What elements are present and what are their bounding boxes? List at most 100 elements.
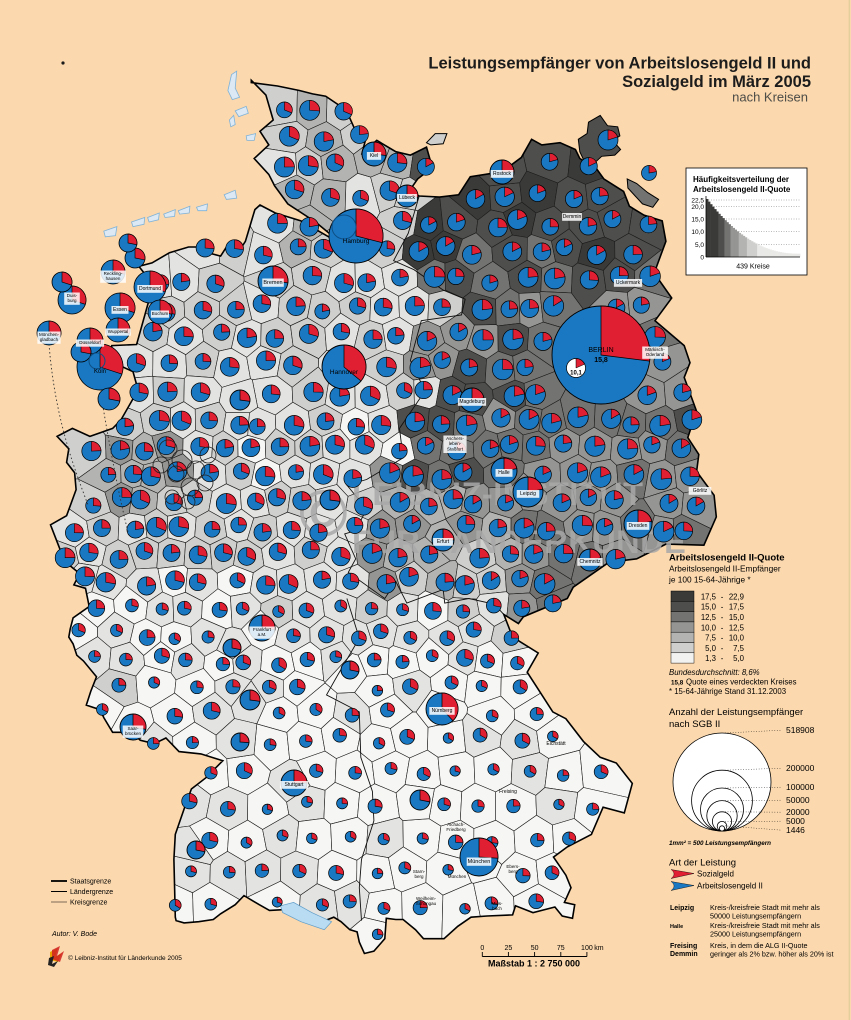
svg-text:Weilheim-: Weilheim- bbox=[416, 896, 436, 901]
svg-text:Arbeitslosengeld II-Quote: Arbeitslosengeld II-Quote bbox=[669, 553, 785, 564]
svg-text:Arbeitslosengeld II-Empfänger: Arbeitslosengeld II-Empfänger bbox=[669, 564, 781, 574]
svg-text:a.M.: a.M. bbox=[258, 632, 267, 637]
svg-text:17,5: 17,5 bbox=[729, 603, 745, 612]
svg-text:Bochum: Bochum bbox=[152, 311, 169, 316]
svg-text:5,0: 5,0 bbox=[695, 242, 704, 249]
svg-text:Düsseldorf: Düsseldorf bbox=[79, 340, 101, 345]
svg-text:5,0: 5,0 bbox=[733, 654, 745, 663]
svg-text:15,0: 15,0 bbox=[691, 217, 704, 224]
svg-text:Leipzig: Leipzig bbox=[520, 491, 536, 497]
svg-text:Görlitz: Görlitz bbox=[693, 488, 708, 494]
svg-text:geringer als 2% bzw. höher als: geringer als 2% bzw. höher als 20% ist bbox=[710, 949, 833, 958]
svg-text:Freising: Freising bbox=[499, 789, 517, 795]
svg-text:Eichstätt: Eichstätt bbox=[546, 741, 566, 747]
svg-text:brücken: brücken bbox=[125, 731, 142, 736]
svg-text:439 Kreise: 439 Kreise bbox=[736, 264, 770, 271]
svg-text:Märkisch-: Märkisch- bbox=[645, 347, 665, 352]
svg-text:-: - bbox=[721, 613, 724, 622]
svg-text:20,0: 20,0 bbox=[691, 204, 704, 211]
svg-text:25: 25 bbox=[505, 945, 513, 952]
svg-text:Kreis, in dem die ALG II-Quote: Kreis, in dem die ALG II-Quote bbox=[710, 941, 807, 950]
svg-text:Quote eines verdeckten Kreises: Quote eines verdeckten Kreises bbox=[686, 678, 797, 687]
svg-text:km: km bbox=[594, 945, 604, 952]
svg-text:0: 0 bbox=[480, 945, 484, 952]
svg-text:bach: bach bbox=[492, 906, 502, 911]
svg-text:Dortmund: Dortmund bbox=[139, 286, 161, 292]
svg-text:Friedberg: Friedberg bbox=[446, 827, 466, 832]
svg-text:Bundesdurchschnitt: 8,6%: Bundesdurchschnitt: 8,6% bbox=[669, 668, 760, 677]
svg-text:Kreisgrenze: Kreisgrenze bbox=[70, 900, 107, 907]
svg-text:Magdeburg: Magdeburg bbox=[459, 399, 485, 405]
svg-text:10,0: 10,0 bbox=[729, 634, 745, 643]
svg-text:Essen: Essen bbox=[113, 307, 127, 313]
svg-text:nach Kreisen: nach Kreisen bbox=[732, 90, 808, 105]
svg-text:Arbeitslosengeld II-Quote: Arbeitslosengeld II-Quote bbox=[693, 185, 791, 194]
svg-text:Hamburg: Hamburg bbox=[343, 238, 370, 245]
svg-text:Uckermark: Uckermark bbox=[616, 280, 641, 286]
svg-text:Mies-: Mies- bbox=[492, 901, 504, 906]
svg-text:17,5: 17,5 bbox=[701, 592, 717, 601]
svg-text:Rostock: Rostock bbox=[493, 171, 512, 177]
svg-text:Aschers-: Aschers- bbox=[446, 436, 464, 441]
svg-text:Kreis-/kreisfreie Stadt mit me: Kreis-/kreisfreie Stadt mit mehr als bbox=[710, 903, 820, 912]
svg-text:1,3: 1,3 bbox=[705, 654, 716, 663]
svg-text:© Leibniz-Institut für Länderk: © Leibniz-Institut für Länderkunde 2005 bbox=[68, 954, 182, 962]
svg-text:Köln: Köln bbox=[94, 369, 106, 375]
svg-text:10,0: 10,0 bbox=[701, 623, 717, 632]
svg-text:20000: 20000 bbox=[786, 807, 810, 817]
svg-text:Freising: Freising bbox=[670, 943, 697, 950]
svg-text:-: - bbox=[721, 592, 724, 601]
svg-text:Aichach-: Aichach- bbox=[447, 822, 465, 827]
svg-text:518908: 518908 bbox=[786, 725, 815, 735]
svg-text:Autor: V. Bode: Autor: V. Bode bbox=[51, 931, 97, 938]
svg-text:Chemnitz: Chemnitz bbox=[579, 559, 601, 565]
svg-text:100000: 100000 bbox=[786, 782, 815, 792]
svg-text:50000: 50000 bbox=[786, 795, 810, 805]
svg-text:50: 50 bbox=[531, 945, 539, 952]
svg-text:Demmin: Demmin bbox=[670, 951, 698, 958]
svg-text:berg: berg bbox=[508, 869, 518, 874]
svg-text:-: - bbox=[721, 623, 724, 632]
svg-text:Staßfurt: Staßfurt bbox=[447, 446, 464, 451]
svg-text:7,5: 7,5 bbox=[733, 644, 745, 653]
svg-text:Frankfurt: Frankfurt bbox=[253, 627, 272, 632]
svg-text:5000: 5000 bbox=[786, 816, 805, 826]
svg-text:Hannover: Hannover bbox=[330, 369, 359, 376]
svg-text:100: 100 bbox=[581, 945, 593, 952]
svg-text:15,8: 15,8 bbox=[671, 680, 684, 687]
svg-text:Nürnberg: Nürnberg bbox=[432, 708, 453, 714]
svg-text:25000 Leistungsempfängern: 25000 Leistungsempfängern bbox=[710, 929, 801, 938]
svg-text:Demmin: Demmin bbox=[563, 214, 582, 220]
svg-text:5,0: 5,0 bbox=[705, 644, 717, 653]
svg-text:Sozialgeld: Sozialgeld bbox=[697, 870, 734, 879]
svg-text:Leipzig: Leipzig bbox=[670, 905, 694, 912]
svg-text:12,5: 12,5 bbox=[701, 613, 717, 622]
svg-text:Ebers-: Ebers- bbox=[506, 864, 520, 869]
svg-text:Starn-: Starn- bbox=[413, 869, 426, 874]
svg-text:Reckling-: Reckling- bbox=[104, 271, 123, 276]
svg-text:10,0: 10,0 bbox=[691, 229, 704, 236]
svg-text:berg: berg bbox=[414, 874, 424, 879]
svg-text:* 15-64-Jährige Stand 31.12.20: * 15-64-Jährige Stand 31.12.2003 bbox=[669, 687, 786, 696]
svg-text:Halle: Halle bbox=[670, 924, 683, 930]
svg-text:München: München bbox=[468, 859, 491, 865]
svg-text:Saar-: Saar- bbox=[127, 726, 139, 731]
svg-text:burg: burg bbox=[67, 298, 77, 303]
svg-text:Dresden: Dresden bbox=[629, 523, 648, 529]
svg-text:Stuttgart: Stuttgart bbox=[285, 782, 305, 788]
svg-text:Häufigkeitsverteilung der: Häufigkeitsverteilung der bbox=[693, 175, 789, 184]
svg-text:1mm² = 500 Leistungsempfängern: 1mm² = 500 Leistungsempfängern bbox=[669, 840, 771, 847]
svg-text:1446: 1446 bbox=[786, 825, 805, 835]
svg-text:-: - bbox=[721, 603, 724, 612]
svg-text:7,5: 7,5 bbox=[705, 634, 717, 643]
svg-text:je 100 15-64-Jährige *: je 100 15-64-Jährige * bbox=[668, 575, 751, 585]
svg-text:15,8: 15,8 bbox=[594, 357, 608, 364]
svg-text:10,1: 10,1 bbox=[570, 371, 582, 377]
svg-text:Staatsgrenze: Staatsgrenze bbox=[70, 879, 111, 886]
svg-text:Art der Leistung: Art der Leistung bbox=[669, 858, 736, 869]
svg-text:Bremen: Bremen bbox=[263, 280, 282, 286]
svg-text:BERLIN: BERLIN bbox=[588, 347, 613, 354]
svg-text:Mönchen-: Mönchen- bbox=[39, 332, 60, 337]
svg-text:Duis-: Duis- bbox=[67, 293, 78, 298]
svg-text:50000 Leistungsempfängern: 50000 Leistungsempfängern bbox=[710, 911, 801, 920]
